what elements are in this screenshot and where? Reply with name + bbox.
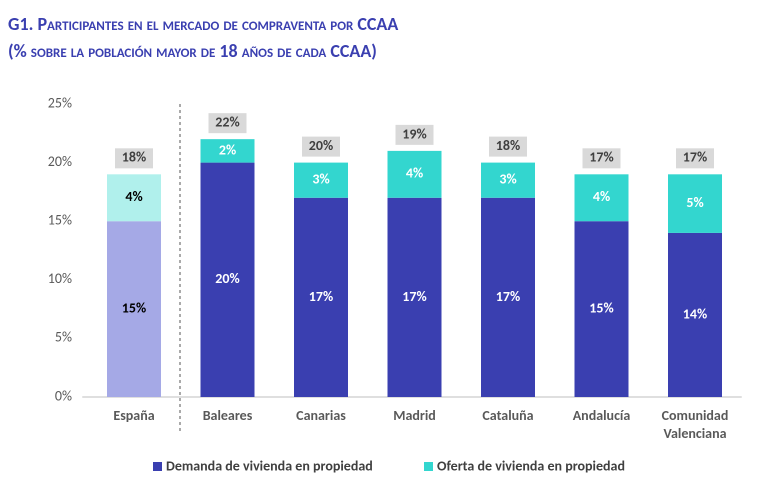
bar-segment	[481, 162, 535, 198]
bar-segment	[574, 221, 629, 397]
bar-segment	[294, 162, 348, 198]
data-label: 4%	[593, 188, 610, 205]
x-tick-label: Andalucía	[573, 407, 631, 424]
x-tick-line: Canarias	[296, 407, 346, 424]
total-label: 18%	[122, 149, 146, 166]
data-label: 17%	[496, 288, 520, 305]
x-tick-line: Valenciana	[663, 425, 726, 442]
data-label: 4%	[406, 165, 423, 182]
data-label: 14%	[683, 305, 707, 322]
x-tick-line: Comunidad	[662, 407, 729, 424]
data-label: 15%	[589, 299, 613, 316]
legend-label: Oferta de vivienda en propiedad	[437, 457, 625, 474]
x-tick-line: Andalucía	[573, 407, 631, 424]
data-label: 20%	[215, 270, 239, 287]
chart-title: G1. Participantes en el mercado de compr…	[8, 13, 398, 35]
x-tick-line: Baleares	[203, 407, 253, 424]
chart-subtitle: (% sobre la población mayor de 18 años d…	[8, 40, 377, 62]
bar-segment	[200, 139, 255, 163]
bar-segment	[574, 174, 629, 222]
bar-segment	[107, 221, 161, 397]
total-label: 20%	[309, 137, 333, 154]
bar-segment	[200, 162, 255, 397]
x-tick-label: Madrid	[393, 407, 436, 424]
bar-segment	[387, 197, 442, 397]
data-label: 5%	[686, 194, 703, 211]
total-label: 17%	[683, 149, 707, 166]
total-label: 19%	[402, 125, 426, 142]
y-tick-label: 10%	[48, 270, 72, 287]
data-label: 3%	[499, 171, 516, 188]
total-label-bg	[115, 148, 153, 169]
bar-segment	[294, 197, 348, 397]
total-label-bg	[208, 113, 247, 134]
total-label-bg	[302, 136, 340, 157]
data-label: 17%	[309, 288, 333, 305]
data-label: 3%	[312, 171, 329, 188]
bar-segment	[668, 174, 722, 233]
data-label: 4%	[125, 188, 142, 205]
y-tick-label: 15%	[48, 212, 72, 229]
x-tick-line: Cataluña	[482, 407, 533, 424]
x-tick-label: Cataluña	[482, 407, 533, 424]
data-label: 15%	[122, 299, 146, 316]
x-tick-label: España	[113, 407, 154, 424]
legend-swatch	[153, 462, 162, 471]
total-label-bg	[582, 148, 621, 169]
data-label: 2%	[219, 141, 236, 158]
y-tick-label: 0%	[55, 387, 72, 404]
total-label: 17%	[589, 149, 613, 166]
x-tick-label: Comunidad Valenciana	[662, 407, 729, 442]
y-tick-label: 20%	[48, 153, 72, 170]
total-label: 18%	[496, 137, 520, 154]
x-tick-label: Baleares	[203, 407, 253, 424]
bar-segment	[387, 150, 442, 198]
total-label-bg	[676, 148, 714, 169]
data-label: 17%	[402, 288, 426, 305]
total-label-bg	[395, 124, 434, 145]
y-tick-label: 5%	[55, 329, 72, 346]
legend-label: Demanda de vivienda en propiedad	[166, 457, 373, 474]
legend-swatch	[424, 462, 433, 471]
x-tick-label: Canarias	[296, 407, 346, 424]
y-tick-label: 25%	[48, 94, 72, 111]
bar-segment	[481, 197, 535, 397]
total-label-bg	[489, 136, 527, 157]
total-label: 22%	[215, 114, 239, 131]
x-tick-line: España	[113, 407, 154, 424]
bar-segment	[107, 174, 161, 222]
bar-segment	[668, 232, 722, 397]
x-tick-line: Madrid	[393, 407, 436, 424]
